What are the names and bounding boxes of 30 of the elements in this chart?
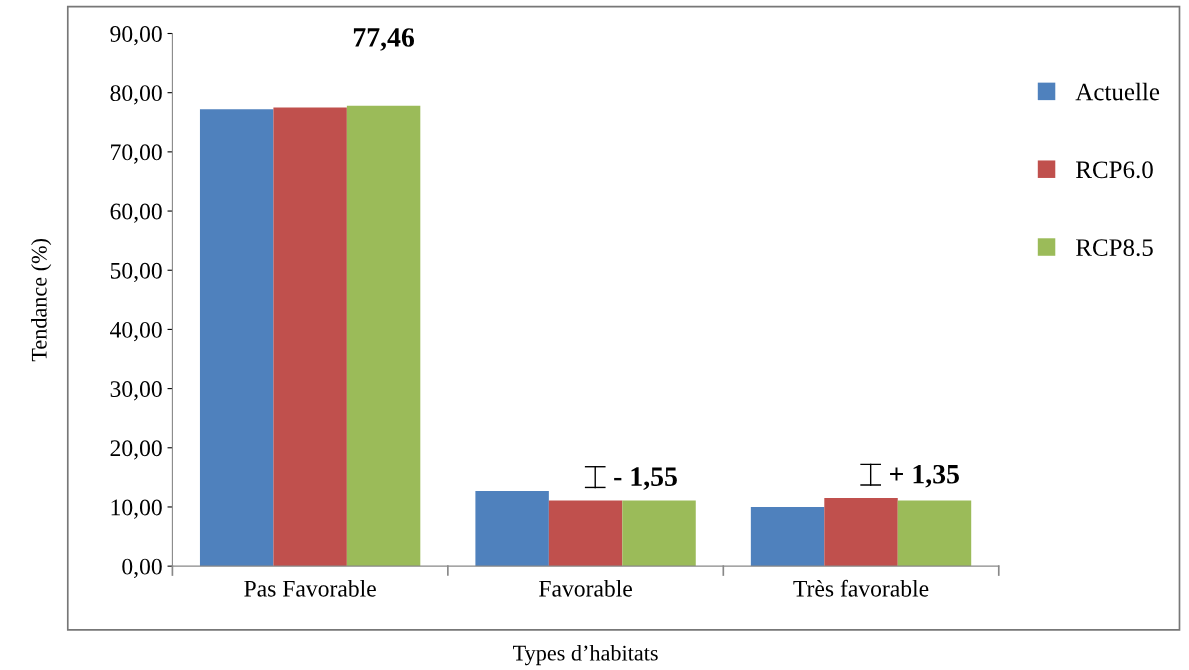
annotation: 77,46 <box>353 28 415 51</box>
bar <box>897 500 972 567</box>
y-tick-label: 60,00 <box>110 203 162 223</box>
x-tick-label: Pas Favorable <box>244 580 376 597</box>
x-tick-label: Très favorable <box>793 579 929 597</box>
bar <box>622 500 696 567</box>
y-tick-label: 40,00 <box>110 321 162 342</box>
bar <box>824 498 898 567</box>
legend-label: RCP6.0 <box>1076 161 1153 179</box>
y-tick-label: 0,00 <box>122 558 162 578</box>
y-tick-label: 50,00 <box>110 262 162 283</box>
bar <box>273 107 347 567</box>
bar <box>475 490 549 567</box>
bar <box>750 506 825 567</box>
annotation: + 1,35 <box>890 464 959 488</box>
annotation: - 1,55 <box>614 467 677 490</box>
x-tick-label: Favorable <box>539 580 632 597</box>
y-tick-label: 70,00 <box>111 144 162 164</box>
bar <box>199 109 274 567</box>
y-tick-label: 30,00 <box>110 381 162 401</box>
legend-label: RCP8.5 <box>1076 239 1153 257</box>
x-axis-title: Types d’habitats <box>513 644 658 666</box>
y-tick-label: 20,00 <box>110 440 162 460</box>
legend-label: Actuelle <box>1075 82 1160 101</box>
y-axis-title: Tendance (%) <box>31 238 52 362</box>
y-tick-label: 90,00 <box>110 25 162 46</box>
bar <box>548 500 623 567</box>
bar <box>346 105 421 567</box>
y-tick-label: 80,00 <box>110 85 162 105</box>
y-tick-label: 10,00 <box>111 499 162 519</box>
